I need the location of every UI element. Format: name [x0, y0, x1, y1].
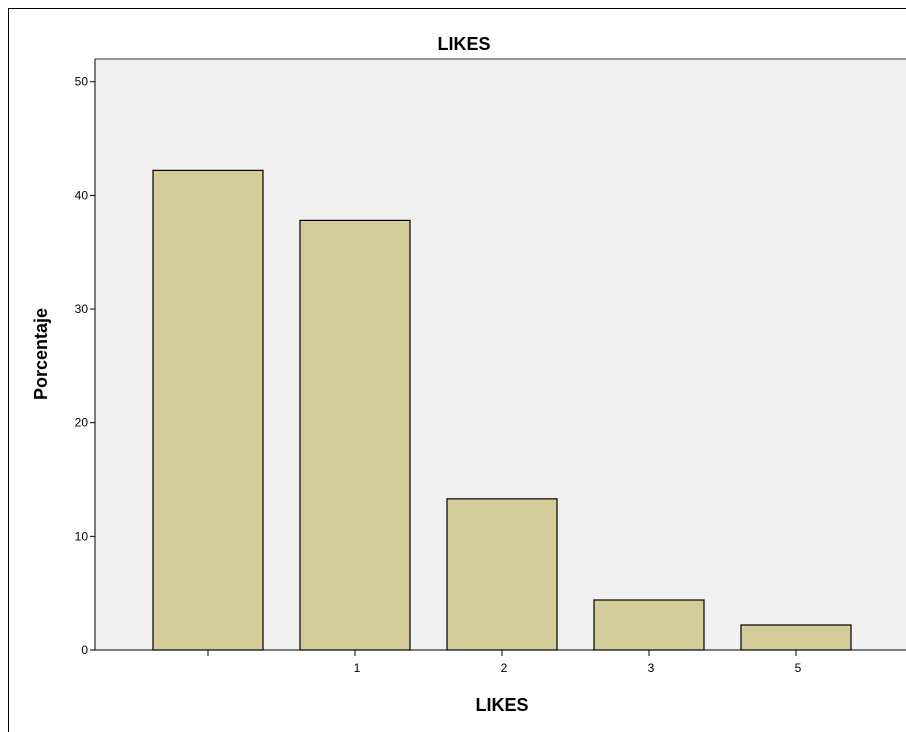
- y-tick-label: 50: [75, 75, 89, 89]
- bar: [446, 498, 558, 651]
- bar: [740, 624, 852, 651]
- y-tick-label: 30: [75, 302, 89, 316]
- y-tick-label: 20: [75, 416, 89, 430]
- x-tick-label: 3: [648, 661, 655, 675]
- y-tick-label: 10: [75, 529, 89, 543]
- x-tick-label: 2: [501, 661, 508, 675]
- y-axis: 0 10 20 30 40 50: [75, 59, 96, 657]
- bar-chart: LIKES 0 10 20 30 40 50 1 2 3 5 Porcentaje LIKES: [31, 34, 906, 715]
- x-tick-label: 5: [795, 661, 802, 675]
- chart-title: LIKES: [437, 34, 490, 54]
- bars-group: [152, 169, 852, 651]
- bar: [299, 219, 411, 651]
- y-tick-label: 0: [81, 643, 88, 657]
- bar: [593, 599, 705, 651]
- y-axis-label: Porcentaje: [31, 308, 51, 400]
- bar: [152, 169, 264, 651]
- x-tick-label: 1: [354, 661, 361, 675]
- x-axis: 1 2 3 5: [95, 649, 906, 675]
- y-tick-label: 40: [75, 188, 89, 202]
- x-axis-label: LIKES: [475, 695, 528, 715]
- chart-frame: LIKES 0 10 20 30 40 50 1 2 3 5 Porcentaje LIKES: [8, 8, 906, 732]
